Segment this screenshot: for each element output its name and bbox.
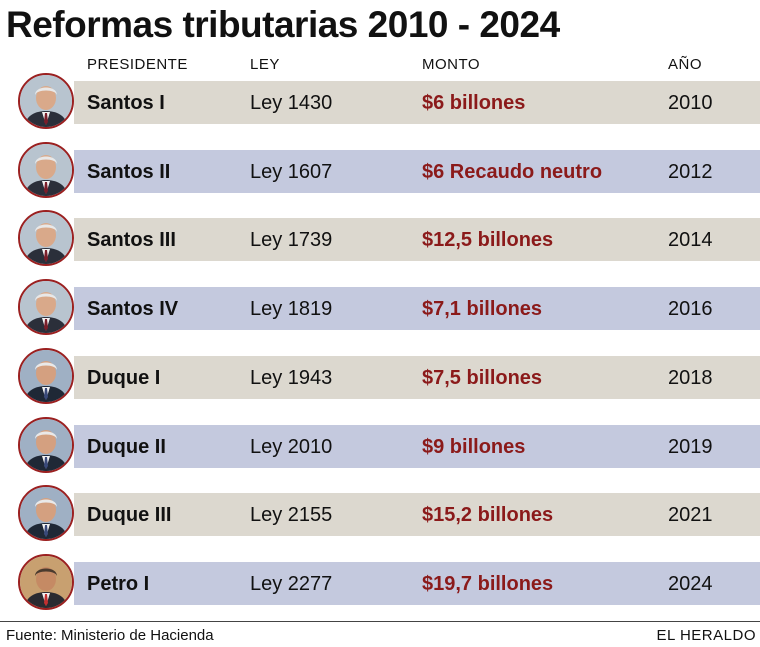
cell-ley: Ley 1943 (250, 366, 333, 389)
duque-portrait-icon (18, 347, 74, 404)
cell-anio: 2018 (668, 366, 713, 389)
santos-portrait-icon (18, 73, 74, 129)
header-anio: AÑO (668, 56, 703, 73)
cell-monto: $6 billones (422, 92, 526, 114)
table-row: Duque III Ley 2155 $15,2 billones 2021 (0, 485, 760, 542)
table-row: Santos IV Ley 1819 $7,1 billones 2016 (0, 279, 760, 336)
table-row: Santos III Ley 1739 $12,5 billones 2014 (0, 210, 760, 267)
cell-presidente: Duque I (87, 366, 161, 389)
cell-monto: $6 Recaudo neutro (422, 160, 603, 183)
source-note: Fuente: Ministerio de Hacienda (6, 627, 214, 644)
cell-monto: $15,2 billones (422, 504, 554, 527)
row-band (74, 493, 760, 537)
table-row: Santos II Ley 1607 $6 Recaudo neutro 2012 (0, 141, 760, 198)
cell-ley: Ley 1819 (250, 298, 333, 321)
cell-anio: 2012 (668, 160, 713, 183)
cell-monto: $9 billones (422, 435, 526, 458)
cell-presidente: Santos III (87, 229, 176, 252)
cell-ley: Ley 2277 (250, 572, 333, 595)
cell-presidente: Santos II (87, 160, 171, 183)
cell-ley: Ley 2155 (250, 504, 333, 527)
row-band (74, 149, 760, 193)
santos-portrait-icon (18, 279, 74, 336)
row-band (74, 355, 760, 399)
cell-ley: Ley 2010 (250, 435, 333, 458)
cell-presidente: Duque II (87, 435, 166, 458)
cell-anio: 2010 (668, 92, 713, 114)
table-row: Duque I Ley 1943 $7,5 billones 2018 (0, 347, 760, 404)
row-band (74, 424, 760, 468)
cell-ley: Ley 1430 (250, 92, 333, 114)
santos-portrait-icon (18, 210, 74, 267)
table-row: Santos I Ley 1430 $6 billones 2010 (0, 73, 760, 129)
cell-anio: 2021 (668, 504, 713, 527)
cell-anio: 2016 (668, 298, 713, 321)
table-header: PRESIDENTE LEY MONTO AÑO (0, 56, 760, 76)
row-band (74, 561, 760, 605)
row-band (74, 218, 760, 262)
santos-portrait-icon (18, 141, 74, 198)
cell-presidente: Duque III (87, 504, 172, 527)
cell-presidente: Santos IV (87, 298, 179, 321)
header-ley: LEY (250, 56, 280, 73)
chart-title: Reformas tributarias 2010 - 2024 (6, 4, 560, 45)
header-presidente: PRESIDENTE (87, 56, 188, 73)
cell-monto: $12,5 billones (422, 229, 554, 252)
cell-anio: 2014 (668, 229, 713, 252)
duque-portrait-icon (18, 416, 74, 473)
cell-monto: $19,7 billones (422, 572, 554, 595)
cell-ley: Ley 1739 (250, 229, 333, 252)
cell-presidente: Santos I (87, 92, 165, 114)
cell-anio: 2019 (668, 435, 713, 458)
petro-portrait-icon (18, 553, 74, 610)
cell-monto: $7,1 billones (422, 298, 543, 321)
cell-monto: $7,5 billones (422, 366, 543, 389)
footer-divider (0, 621, 760, 622)
publisher-logo: EL HERALDO (656, 627, 756, 644)
table-row: Duque II Ley 2010 $9 billones 2019 (0, 416, 760, 473)
duque-portrait-icon (18, 485, 74, 542)
cell-anio: 2024 (668, 572, 713, 595)
row-band (74, 81, 760, 124)
cell-ley: Ley 1607 (250, 160, 333, 183)
cell-presidente: Petro I (87, 572, 150, 595)
header-monto: MONTO (422, 56, 481, 73)
table-row: Petro I Ley 2277 $19,7 billones 2024 (0, 553, 760, 610)
row-band (74, 287, 760, 331)
